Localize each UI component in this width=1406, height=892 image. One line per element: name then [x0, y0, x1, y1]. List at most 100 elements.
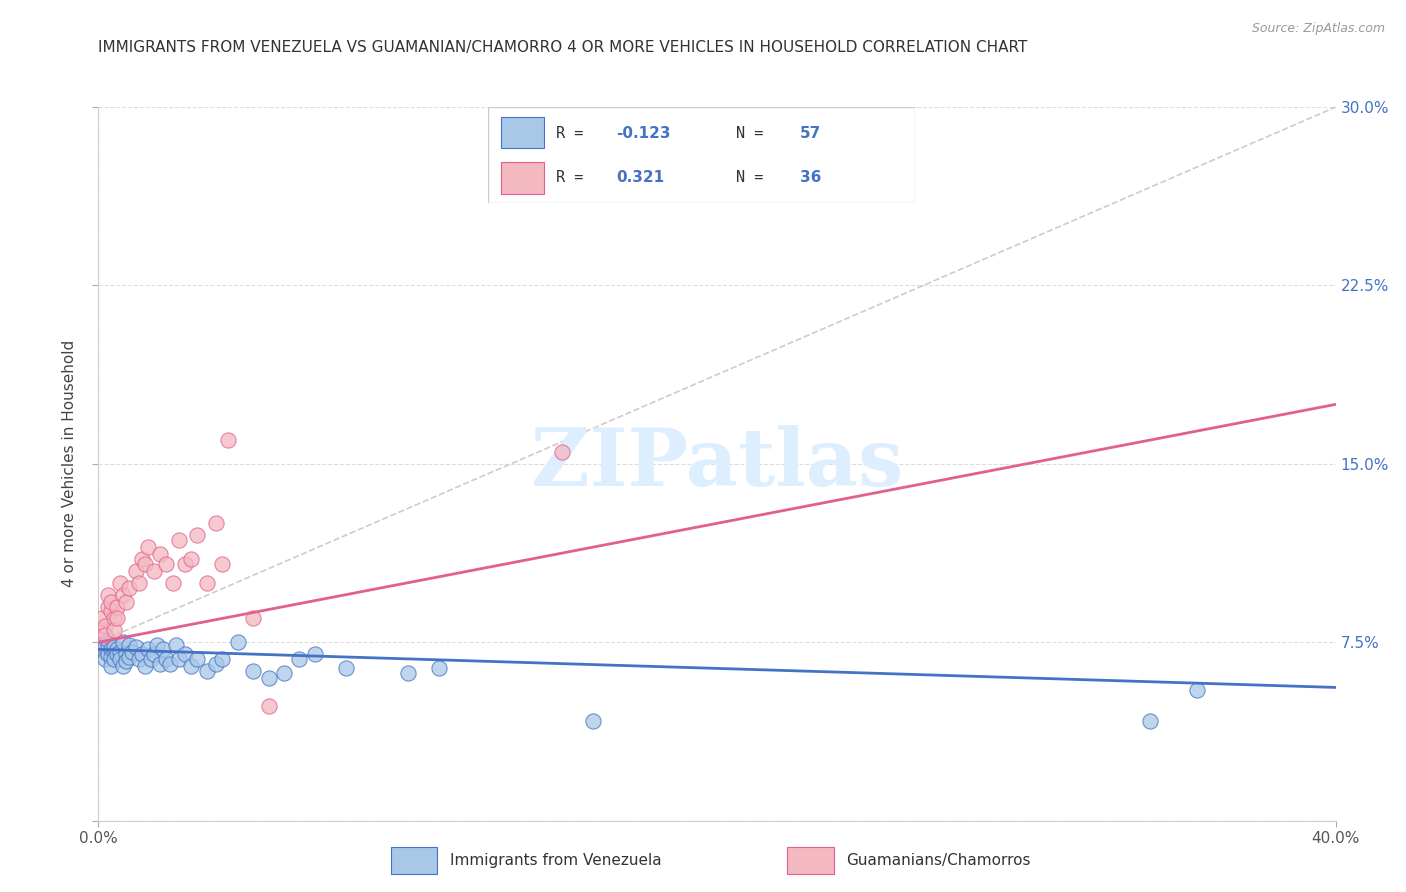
Bar [391, 847, 437, 874]
Point [155, 652, 177, 666]
Point [115, 647, 138, 661]
Point [582, 714, 605, 728]
Point [108, 652, 131, 666]
Point [211, 557, 233, 571]
Point [427, 661, 450, 675]
Point [108, 575, 131, 590]
Point [93, 628, 115, 642]
Point [143, 564, 166, 578]
Point [100, 649, 122, 664]
Point [335, 661, 357, 675]
Point [90, 611, 112, 625]
Point [273, 666, 295, 681]
Point [112, 588, 135, 602]
Point [143, 647, 166, 661]
Point [108, 645, 131, 659]
Point [90, 624, 112, 638]
Point [128, 575, 150, 590]
Point [195, 575, 218, 590]
Point [90, 635, 112, 649]
Point [205, 516, 228, 531]
Point [167, 652, 190, 666]
Point [167, 533, 190, 547]
Point [118, 649, 141, 664]
Point [97, 588, 120, 602]
Point [97, 638, 120, 652]
Point [180, 659, 202, 673]
Point [100, 604, 122, 618]
Point [242, 611, 264, 625]
Point [165, 638, 187, 652]
Point [93, 640, 115, 654]
Point [93, 652, 115, 666]
Text: IMMIGRANTS FROM VENEZUELA VS GUAMANIAN/CHAMORRO 4 OR MORE VEHICLES IN HOUSEHOLD : IMMIGRANTS FROM VENEZUELA VS GUAMANIAN/C… [98, 40, 1028, 55]
Point [118, 581, 141, 595]
Point [155, 557, 177, 571]
Point [134, 557, 156, 571]
Point [180, 552, 202, 566]
Point [146, 638, 169, 652]
Text: Immigrants from Venezuela: Immigrants from Venezuela [450, 854, 662, 868]
Point [97, 647, 120, 661]
Point [551, 445, 574, 459]
Point [205, 657, 228, 671]
Point [105, 647, 128, 661]
Point [152, 642, 174, 657]
Point [1139, 714, 1161, 728]
Point [162, 575, 184, 590]
Point [257, 699, 280, 714]
Point [131, 552, 153, 566]
Point [396, 666, 419, 681]
Point [118, 638, 141, 652]
Point [121, 645, 143, 659]
Point [112, 659, 135, 673]
Point [304, 647, 326, 661]
Point [103, 645, 125, 659]
Point [159, 657, 181, 671]
Point [124, 640, 146, 654]
Point [105, 642, 128, 657]
Point [139, 652, 162, 666]
Point [97, 599, 120, 614]
Point [100, 659, 122, 673]
Point [128, 652, 150, 666]
Point [103, 652, 125, 666]
Point [93, 618, 115, 632]
Point [174, 647, 197, 661]
Point [112, 635, 135, 649]
Point [186, 652, 208, 666]
Point [124, 564, 146, 578]
Point [97, 632, 120, 647]
Point [242, 664, 264, 678]
Point [136, 540, 159, 554]
Point [195, 664, 218, 678]
Point [211, 652, 233, 666]
Text: Guamanians/Chamorros: Guamanians/Chamorros [846, 854, 1031, 868]
Point [103, 611, 125, 625]
Point [288, 652, 311, 666]
Point [100, 642, 122, 657]
Text: ZIPatlas: ZIPatlas [531, 425, 903, 503]
Y-axis label: 4 or more Vehicles in Household: 4 or more Vehicles in Household [62, 340, 77, 588]
Point [103, 624, 125, 638]
Point [131, 647, 153, 661]
Point [115, 595, 138, 609]
Text: Source: ZipAtlas.com: Source: ZipAtlas.com [1251, 22, 1385, 36]
Point [174, 557, 197, 571]
Point [115, 654, 138, 668]
Point [93, 645, 115, 659]
Point [217, 433, 239, 447]
Bar [787, 847, 834, 874]
Point [149, 657, 172, 671]
Point [105, 611, 128, 625]
Point [226, 635, 249, 649]
Point [134, 659, 156, 673]
Point [90, 642, 112, 657]
Point [257, 671, 280, 685]
Point [100, 595, 122, 609]
Point [149, 547, 172, 561]
Point [186, 528, 208, 542]
Point [1185, 682, 1208, 697]
Point [105, 599, 128, 614]
Point [136, 642, 159, 657]
